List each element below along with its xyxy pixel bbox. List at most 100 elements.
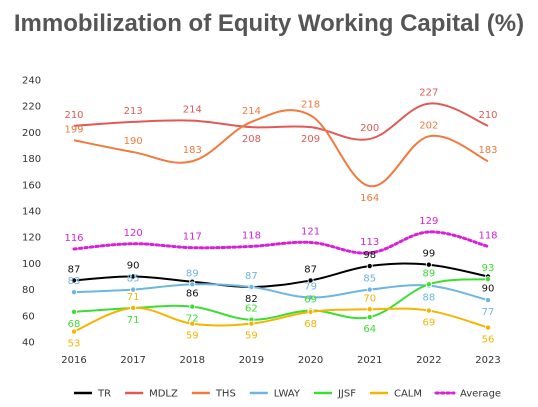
legend-label-jjsf: JJSF [337, 389, 356, 400]
data-point-tr [71, 277, 78, 284]
data-label-calm: 70 [363, 293, 376, 304]
data-label-ths: 190 [124, 136, 143, 147]
y-tick-label: 80 [22, 285, 35, 296]
legend-label-lway: LWAY [274, 389, 301, 400]
data-label-average: 120 [124, 228, 143, 239]
data-point-lway [189, 281, 196, 288]
chart-title: Immobilization of Equity Working Capital… [13, 10, 525, 37]
x-tick-label: 2020 [298, 355, 323, 366]
data-label-ths: 164 [360, 193, 379, 204]
data-label-lway: 77 [482, 307, 495, 318]
series-markers [71, 261, 491, 335]
y-tick-label: 60 [22, 311, 35, 322]
data-point-tr [425, 261, 432, 268]
data-label-lway: 87 [245, 271, 258, 282]
data-label-mdlz: 227 [419, 88, 438, 99]
x-tick-label: 2016 [61, 355, 86, 366]
y-tick-label: 200 [22, 128, 41, 139]
data-label-jjsf: 64 [363, 324, 376, 335]
data-label-calm: 59 [245, 331, 258, 342]
y-tick-label: 120 [22, 233, 41, 244]
legend-label-calm: CALM [394, 389, 422, 400]
data-label-ths: 199 [64, 124, 83, 135]
data-point-calm [71, 328, 78, 335]
data-label-mdlz: 214 [183, 105, 202, 116]
y-tick-label: 140 [22, 207, 41, 218]
data-point-calm [189, 320, 196, 327]
data-label-average: 121 [301, 226, 320, 237]
data-label-tr: 90 [127, 261, 140, 272]
data-label-average: 113 [360, 237, 379, 248]
data-label-tr: 99 [422, 249, 435, 260]
y-tick-label: 100 [22, 259, 41, 270]
series-line-ths [73, 109, 489, 188]
data-label-average: 118 [478, 230, 497, 241]
x-tick-label: 2022 [416, 355, 441, 366]
data-label-lway: 85 [363, 274, 376, 285]
data-label-tr: 87 [68, 264, 81, 275]
data-label-jjsf: 71 [127, 315, 140, 326]
data-label-calm: 71 [127, 292, 140, 303]
data-label-jjsf: 68 [68, 319, 81, 330]
data-point-calm [484, 324, 491, 331]
data-label-jjsf: 89 [422, 268, 435, 279]
data-label-mdlz: 208 [242, 134, 261, 145]
data-point-tr [366, 263, 373, 270]
data-label-lway: 79 [304, 281, 317, 292]
data-label-mdlz: 209 [301, 134, 320, 145]
data-point-calm [130, 304, 137, 311]
y-tick-label: 240 [22, 76, 41, 87]
series-lines [72, 102, 490, 333]
data-point-jjsf [366, 314, 373, 321]
data-point-jjsf [484, 276, 491, 283]
data-label-jjsf: 69 [304, 295, 317, 306]
data-label-tr: 90 [482, 284, 495, 295]
y-tick-label: 220 [22, 102, 41, 113]
data-label-calm: 56 [482, 335, 495, 346]
data-label-lway: 88 [422, 293, 435, 304]
data-label-mdlz: 200 [360, 123, 379, 134]
x-axis: 2016 2017 2018 2019 2020 2021 2022 2023 [61, 355, 500, 366]
data-label-tr: 82 [245, 294, 258, 305]
data-point-jjsf [71, 308, 78, 315]
data-point-lway [484, 297, 491, 304]
legend-label-mdlz: MDLZ [149, 389, 178, 400]
y-axis: 40 60 80 100 120 140 160 180 200 220 240 [22, 76, 41, 349]
data-point-lway [248, 283, 255, 290]
data-label-lway: 83 [68, 276, 81, 287]
data-label-average: 117 [183, 232, 202, 243]
data-label-calm: 53 [68, 339, 81, 350]
data-point-calm [307, 308, 314, 315]
data-point-lway [307, 294, 314, 301]
data-label-calm: 59 [186, 331, 199, 342]
series-line-average [72, 230, 490, 255]
legend-label-ths: THS [215, 389, 236, 400]
data-label-tr: 86 [186, 289, 199, 300]
data-label-jjsf: 72 [186, 314, 199, 325]
data-point-jjsf [189, 303, 196, 310]
data-point-jjsf [425, 281, 432, 288]
series-labels: 87 90 86 82 87 98 99 90 210 213 214 208 209 200 227 210… [64, 88, 497, 350]
data-point-calm [248, 320, 255, 327]
data-label-ths: 183 [478, 145, 497, 156]
data-label-tr: 98 [363, 250, 376, 261]
data-label-mdlz: 210 [478, 110, 497, 121]
data-label-jjsf: 93 [482, 263, 495, 274]
y-tick-label: 180 [22, 154, 41, 165]
x-tick-label: 2018 [180, 355, 205, 366]
data-point-tr [130, 273, 137, 280]
data-point-tr [307, 277, 314, 284]
data-label-lway: 85 [127, 274, 140, 285]
data-label-ths: 218 [301, 99, 320, 110]
data-label-mdlz: 213 [124, 106, 143, 117]
data-point-calm [366, 306, 373, 313]
series-line-tr [73, 262, 489, 288]
legend-label-tr: TR [97, 389, 111, 400]
data-point-lway [366, 286, 373, 293]
x-tick-label: 2019 [239, 355, 264, 366]
data-label-calm: 68 [304, 319, 317, 330]
data-label-ths: 214 [242, 106, 261, 117]
data-label-lway: 89 [186, 268, 199, 279]
x-tick-label: 2023 [475, 355, 500, 366]
data-label-average: 129 [419, 216, 438, 227]
